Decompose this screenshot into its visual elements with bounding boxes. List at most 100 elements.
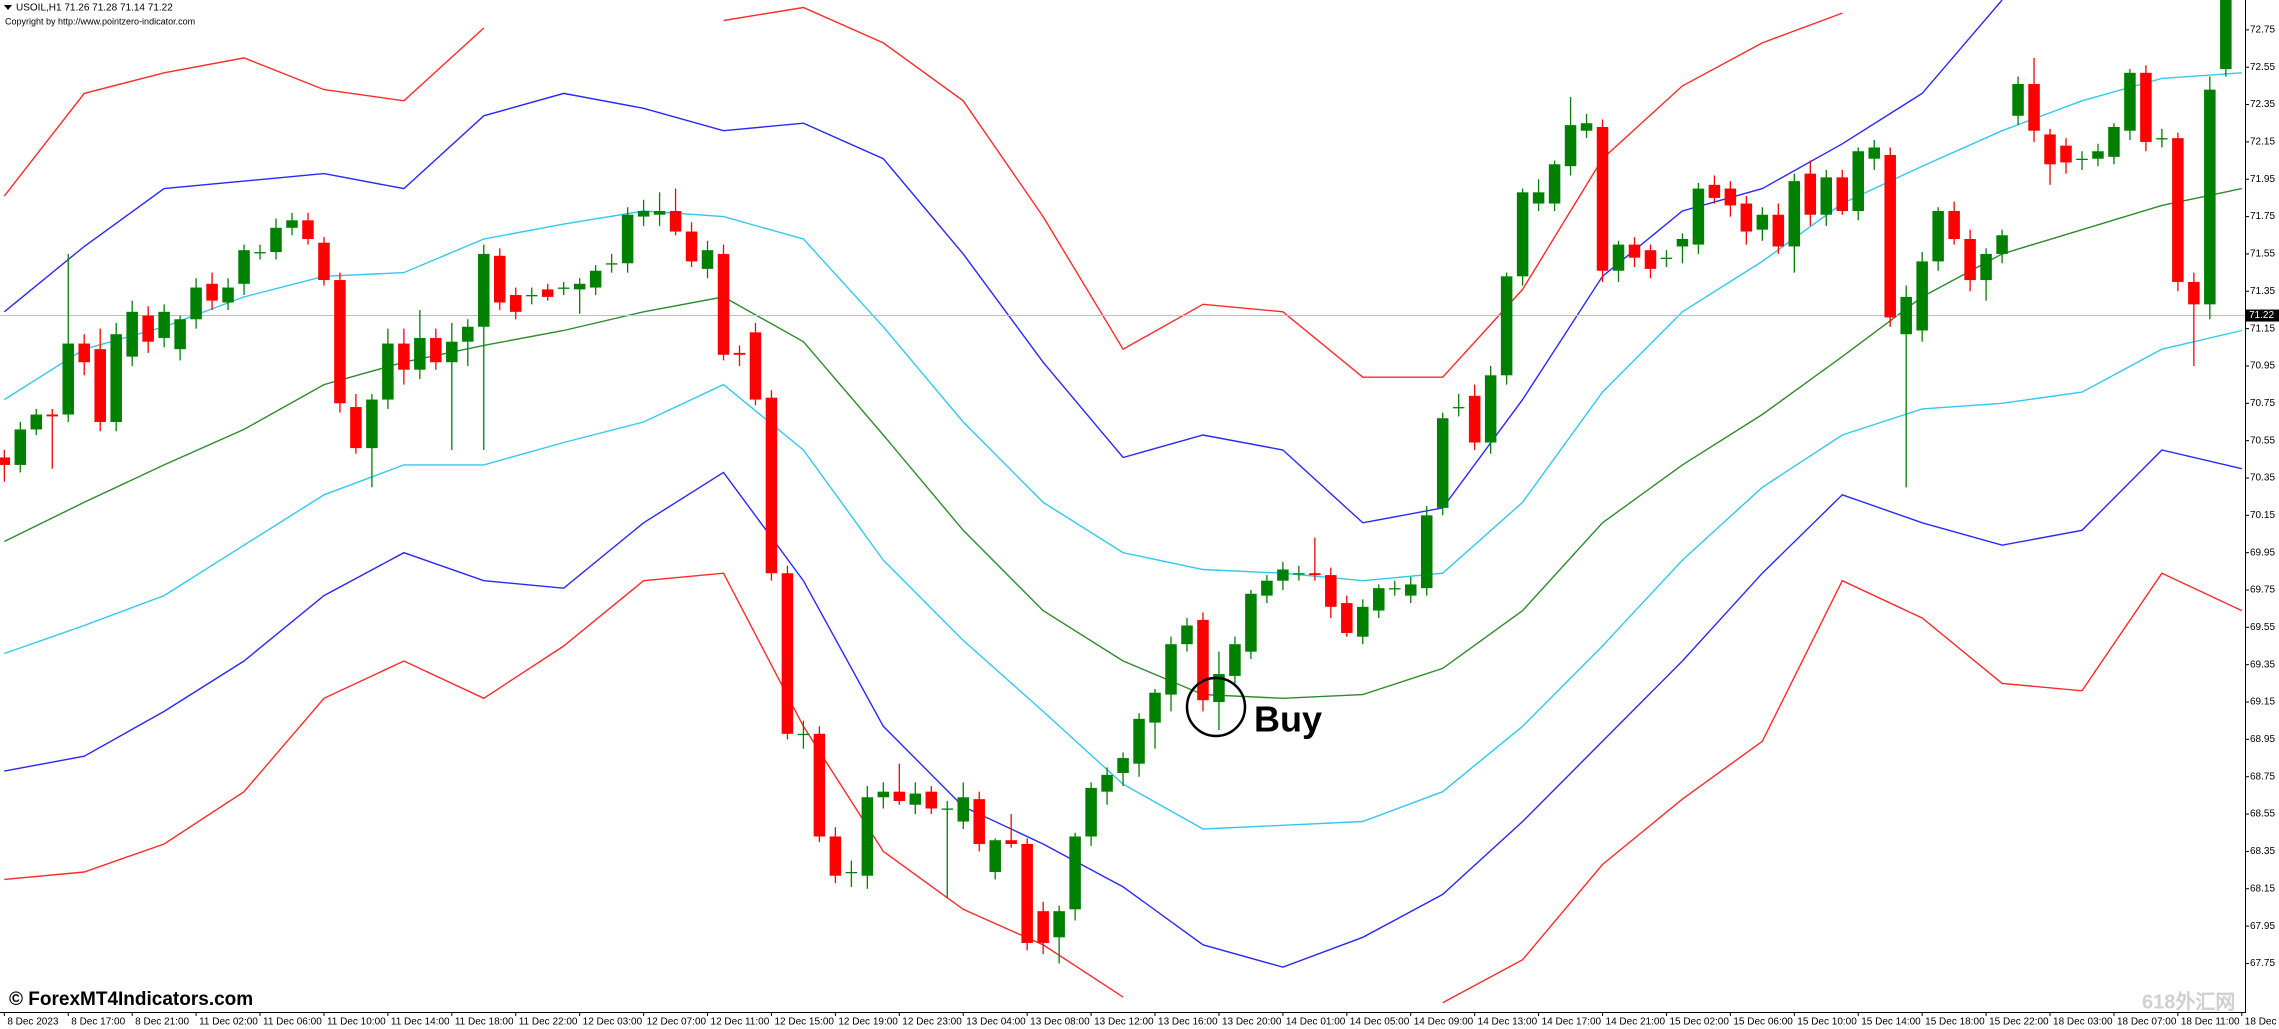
candle-body [845,871,858,874]
candle-body [1948,210,1960,239]
y-tick-label: 69.35 [2250,659,2275,670]
y-tick-label: 72.55 [2250,62,2275,73]
candle-body [1165,644,1177,695]
x-tick-label: 14 Dec 21:00 [1606,1017,1666,1028]
candle-body [1436,418,1449,508]
candle-body [1309,573,1321,576]
candle-body [206,283,218,301]
candle-body [525,295,538,297]
candle-body [1740,203,1753,232]
candle-body [110,334,122,422]
candle-body [286,220,298,228]
x-tick-label: 13 Dec 08:00 [1030,1017,1090,1028]
candle-body [430,337,442,363]
candle-body [909,793,922,805]
candle-body [462,326,474,342]
candle-body [2028,84,2040,131]
candle-body [2092,151,2104,159]
y-tick-label: 72.15 [2250,137,2275,148]
candle-body [925,791,938,809]
candle-body [2220,0,2232,70]
x-tick-label: 15 Dec 14:00 [1861,1017,1921,1028]
candle-body [158,311,170,338]
candle-body [1468,395,1481,443]
candle-body [957,797,969,822]
candle-body [270,227,282,253]
candle-body [1756,214,1769,230]
candle-body [1580,123,1593,131]
x-tick-label: 12 Dec 11:00 [711,1017,770,1028]
candle-body [557,287,570,289]
band-line [4,572,1124,998]
x-tick-label: 18 Dec 15 [2245,1017,2279,1028]
candle-body [1676,238,1689,247]
y-tick-label: 71.75 [2250,211,2275,222]
candle-body [685,231,698,262]
candle-body [1277,569,1289,581]
candle-body [1836,177,1849,211]
candle-body [1868,147,1880,159]
x-tick-label: 8 Dec 17:00 [71,1017,125,1028]
candle-body [1117,758,1129,774]
band-line [723,6,1843,378]
band-line [3,187,2242,700]
candle-body [1404,584,1417,596]
watermark: © ForexMT4Indicators.com [9,989,253,1010]
x-tick-label: 18 Dec 11:00 [2181,1017,2240,1028]
symbol-header: USOIL,H1 71.26 71.28 71.14 71.22 [16,3,173,14]
x-tick-label: 15 Dec 06:00 [1733,1017,1793,1028]
candle-body [14,429,27,465]
candle-body [973,799,985,844]
candle-body [1628,244,1641,258]
x-tick-label: 11 Dec 22:00 [519,1017,578,1028]
x-tick-label: 13 Dec 04:00 [966,1017,1026,1028]
candle-body [1516,192,1529,277]
candle-body [749,332,762,400]
band-line [1442,572,2243,1004]
candle-body [478,253,490,327]
x-tick-label: 15 Dec 10:00 [1797,1017,1857,1028]
y-tick-label: 70.75 [2250,398,2275,409]
candle-body [78,343,90,363]
candle-body [222,287,234,303]
candle-body [62,343,74,415]
candle-body [1389,588,1401,590]
candle-body [1101,774,1113,792]
candle-body [1916,261,1928,331]
candle-body [414,337,426,370]
candle-body [877,791,890,798]
y-tick-label: 68.55 [2250,809,2275,820]
candle-body [1932,210,1944,262]
candle-body [318,242,330,281]
x-tick-label: 13 Dec 20:00 [1222,1017,1282,1028]
candle-body [1245,593,1257,652]
candle-body [1261,580,1273,596]
y-tick-label: 71.15 [2250,323,2275,334]
candle-body [1500,276,1513,376]
candle-body [509,295,522,312]
y-tick-label: 69.75 [2250,585,2275,596]
candle-body [1213,674,1225,703]
candle-body [350,407,362,449]
candle-body [2044,134,2056,165]
buy-circle [1185,676,1247,738]
plot-area [0,0,2245,1004]
candle-body [1325,575,1337,607]
band-line [3,27,485,197]
candle-body [1900,296,1912,335]
x-tick-label: 12 Dec 19:00 [838,1017,898,1028]
candle-body [190,287,202,320]
y-tick-label: 67.95 [2250,921,2275,932]
candle-body [1788,181,1801,247]
y-tick-label: 71.55 [2250,249,2275,260]
band-line [3,72,2242,582]
y-tick-label: 71.35 [2250,286,2275,297]
candle-body [446,341,458,363]
x-tick-label: 14 Dec 13:00 [1478,1017,1538,1028]
x-tick-label: 15 Dec 02:00 [1669,1017,1729,1028]
x-tick-label: 13 Dec 16:00 [1158,1017,1218,1028]
candle-body [334,280,346,404]
candle-body [1420,515,1433,589]
x-tick-label: 14 Dec 01:00 [1286,1017,1346,1028]
